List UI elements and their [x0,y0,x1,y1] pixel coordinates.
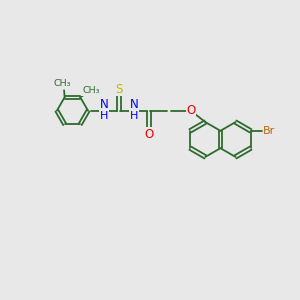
Text: S: S [115,82,123,96]
Text: H: H [130,111,138,121]
Text: N: N [130,98,138,111]
Text: O: O [186,104,196,117]
Text: N: N [100,98,108,111]
Text: O: O [144,128,154,141]
Text: H: H [100,111,108,121]
Text: CH₃: CH₃ [54,79,71,88]
Text: Br: Br [263,126,276,136]
Text: CH₃: CH₃ [82,86,100,95]
